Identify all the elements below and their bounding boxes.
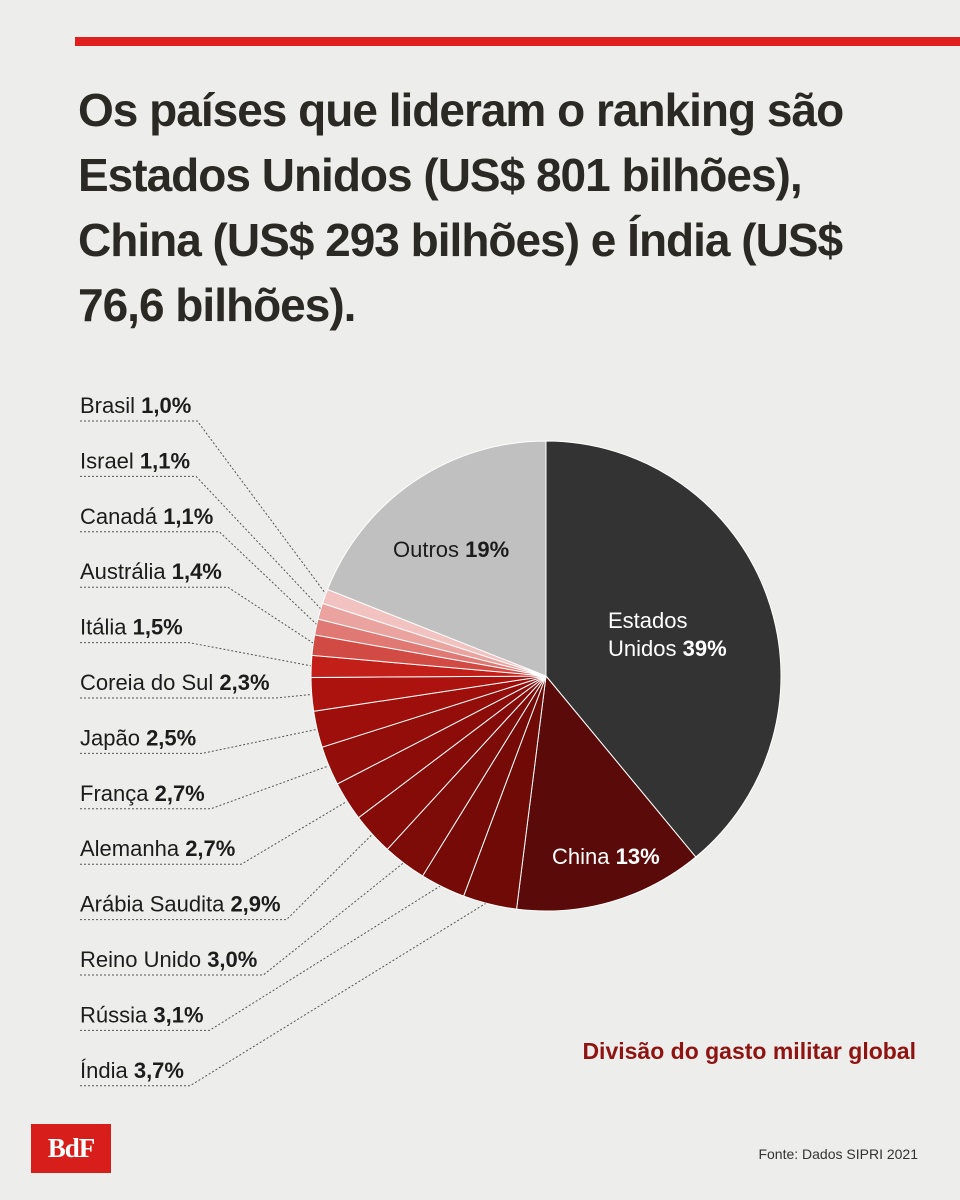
side-label-italia: Itália 1,5% (80, 615, 183, 640)
bdf-logo: BdF (31, 1124, 111, 1173)
side-label-canada: Canadá 1,1% (80, 504, 213, 529)
leader-line-brasil (80, 420, 330, 599)
side-labels: Brasil 1,0% Israel 1,1% Canadá 1,1% Austrál… (80, 393, 281, 1083)
side-label-arabia-saudita: Arábia Saudita 2,9% (80, 892, 281, 917)
leader-line-franca (80, 763, 333, 810)
slice-label-outros: Outros 19% (393, 537, 509, 562)
leader-line-arabia-saudita (80, 831, 376, 921)
leader-lines (80, 420, 491, 1087)
side-label-franca: França 2,7% (80, 781, 205, 806)
side-label-coreia-do-sul: Coreia do Sul 2,3% (80, 670, 270, 695)
pie-slices (310, 440, 782, 912)
headline: Os países que lideram o ranking são Esta… (78, 84, 844, 331)
side-label-alemanha: Alemanha 2,7% (80, 836, 235, 861)
leader-line-india (80, 899, 491, 1087)
leader-line-russia (80, 882, 445, 1031)
leader-line-italia (80, 642, 316, 668)
chart-subtitle: Divisão do gasto militar global (582, 1038, 916, 1064)
side-label-japao: Japão 2,5% (80, 725, 196, 750)
side-label-reino-unido: Reino Unido 3,0% (80, 947, 257, 972)
top-rule (75, 37, 960, 46)
side-label-brasil: Brasil 1,0% (80, 393, 191, 418)
leader-line-canada (80, 531, 321, 629)
leader-line-alemanha (80, 798, 351, 865)
slice-outros (326, 440, 547, 677)
leader-line-reino-unido (80, 859, 408, 976)
side-label-israel: Israel 1,1% (80, 448, 190, 473)
side-label-india: Índia 3,7% (80, 1058, 184, 1083)
side-label-russia: Rússia 3,1% (80, 1002, 204, 1027)
leader-line-coreia-do-sul (80, 693, 316, 699)
slice-china (515, 674, 697, 912)
slice-label-china: China 13% (552, 844, 660, 869)
slice-estados-unidos (545, 440, 782, 858)
side-label-australia: Austrália 1,4% (80, 559, 222, 584)
leader-line-australia (80, 586, 318, 647)
inner-labels: Estados Unidos 39% China 13% Outros 19% (393, 537, 727, 869)
slice-label-estados-unidos: Estados Unidos 39% (608, 608, 727, 661)
leader-line-japao (80, 728, 322, 754)
leader-line-israel (80, 475, 325, 613)
source-note: Fonte: Dados SIPRI 2021 (758, 1146, 918, 1162)
